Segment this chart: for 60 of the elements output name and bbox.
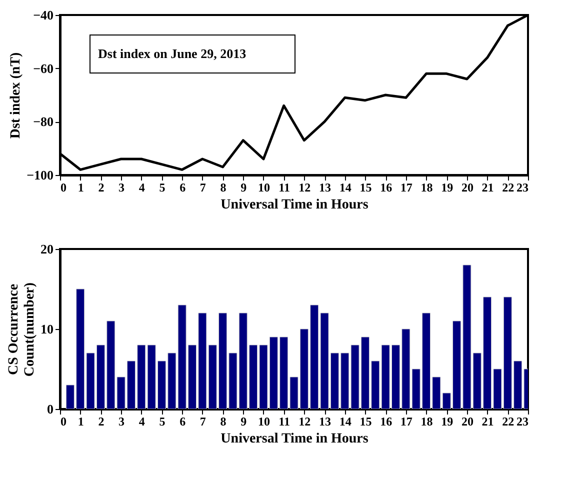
x-tick-label: 17 — [400, 414, 412, 428]
x-tick-label: 19 — [441, 180, 454, 194]
x-tick-label: 21 — [482, 414, 494, 428]
x-tick-label: 22 — [502, 180, 514, 194]
x-tick-label: 10 — [258, 414, 270, 428]
y-tick-label: 20 — [40, 242, 54, 256]
x-tick-label: 6 — [180, 180, 186, 194]
x-tick-label: 1 — [78, 180, 84, 194]
x-tick-label: 17 — [400, 180, 412, 194]
x-tick-label: 13 — [319, 180, 332, 194]
x-tick-label: 6 — [180, 414, 186, 428]
x-tick-label: 7 — [200, 414, 206, 428]
x-tick-label: 1 — [78, 414, 84, 428]
x-tick-label: 16 — [380, 414, 392, 428]
x-tick-label: 11 — [278, 180, 290, 194]
x-tick-label: 14 — [339, 414, 352, 428]
x-tick-label: 8 — [220, 180, 226, 194]
x-tick-label: 12 — [298, 180, 311, 194]
x-tick-label: 2 — [98, 414, 104, 428]
x-tick-label: 4 — [138, 180, 145, 194]
x-tick-label: 4 — [138, 414, 145, 428]
x-axis-title: Universal Time in Hours — [220, 432, 369, 446]
y-axis-title: CS Occurrence Count(number) — [6, 282, 38, 377]
x-tick-label: 19 — [441, 414, 454, 428]
y-tick-label: −80 — [33, 114, 54, 130]
x-tick-label: 18 — [420, 414, 433, 428]
x-tick-label: 11 — [278, 414, 290, 428]
x-tick-label: 18 — [420, 180, 433, 194]
x-tick-label: 5 — [159, 414, 166, 428]
x-tick-label: 3 — [118, 414, 125, 428]
y-tick-label: −100 — [26, 168, 54, 182]
y-axis-title: Dst index (nT) — [8, 52, 24, 139]
x-tick-label: 15 — [360, 414, 372, 428]
x-tick-label: 13 — [319, 414, 332, 428]
x-tick-label: 10 — [258, 180, 270, 194]
annotation: Dst index on June 29, 2013 — [98, 46, 247, 61]
x-tick-label: 23 — [516, 180, 528, 194]
x-tick-label: 14 — [339, 180, 352, 194]
x-tick-label: 3 — [118, 180, 125, 194]
x-tick-label: 12 — [298, 414, 311, 428]
x-tick-label: 15 — [360, 180, 372, 194]
x-tick-label: 23 — [516, 414, 528, 428]
y-tick-label: 0 — [47, 402, 54, 416]
x-axis-title: Universal Time in Hours — [220, 198, 369, 212]
x-tick-label: 2 — [98, 180, 104, 194]
x-tick-label: 7 — [200, 180, 206, 194]
y-tick-label: 10 — [40, 322, 54, 336]
y-tick-label: −60 — [33, 60, 54, 76]
x-tick-label: 5 — [159, 180, 166, 194]
x-tick-label: 22 — [502, 414, 514, 428]
x-tick-label: 8 — [220, 414, 226, 428]
x-tick-label: 9 — [240, 180, 247, 194]
x-tick-label: 20 — [461, 414, 474, 428]
x-tick-label: 0 — [60, 180, 66, 194]
x-tick-label: 16 — [380, 180, 392, 194]
x-tick-label: 0 — [60, 414, 66, 428]
x-tick-label: 21 — [482, 180, 494, 194]
y-tick-label: −40 — [33, 8, 54, 22]
x-tick-label: 9 — [240, 414, 247, 428]
x-tick-label: 20 — [461, 180, 474, 194]
